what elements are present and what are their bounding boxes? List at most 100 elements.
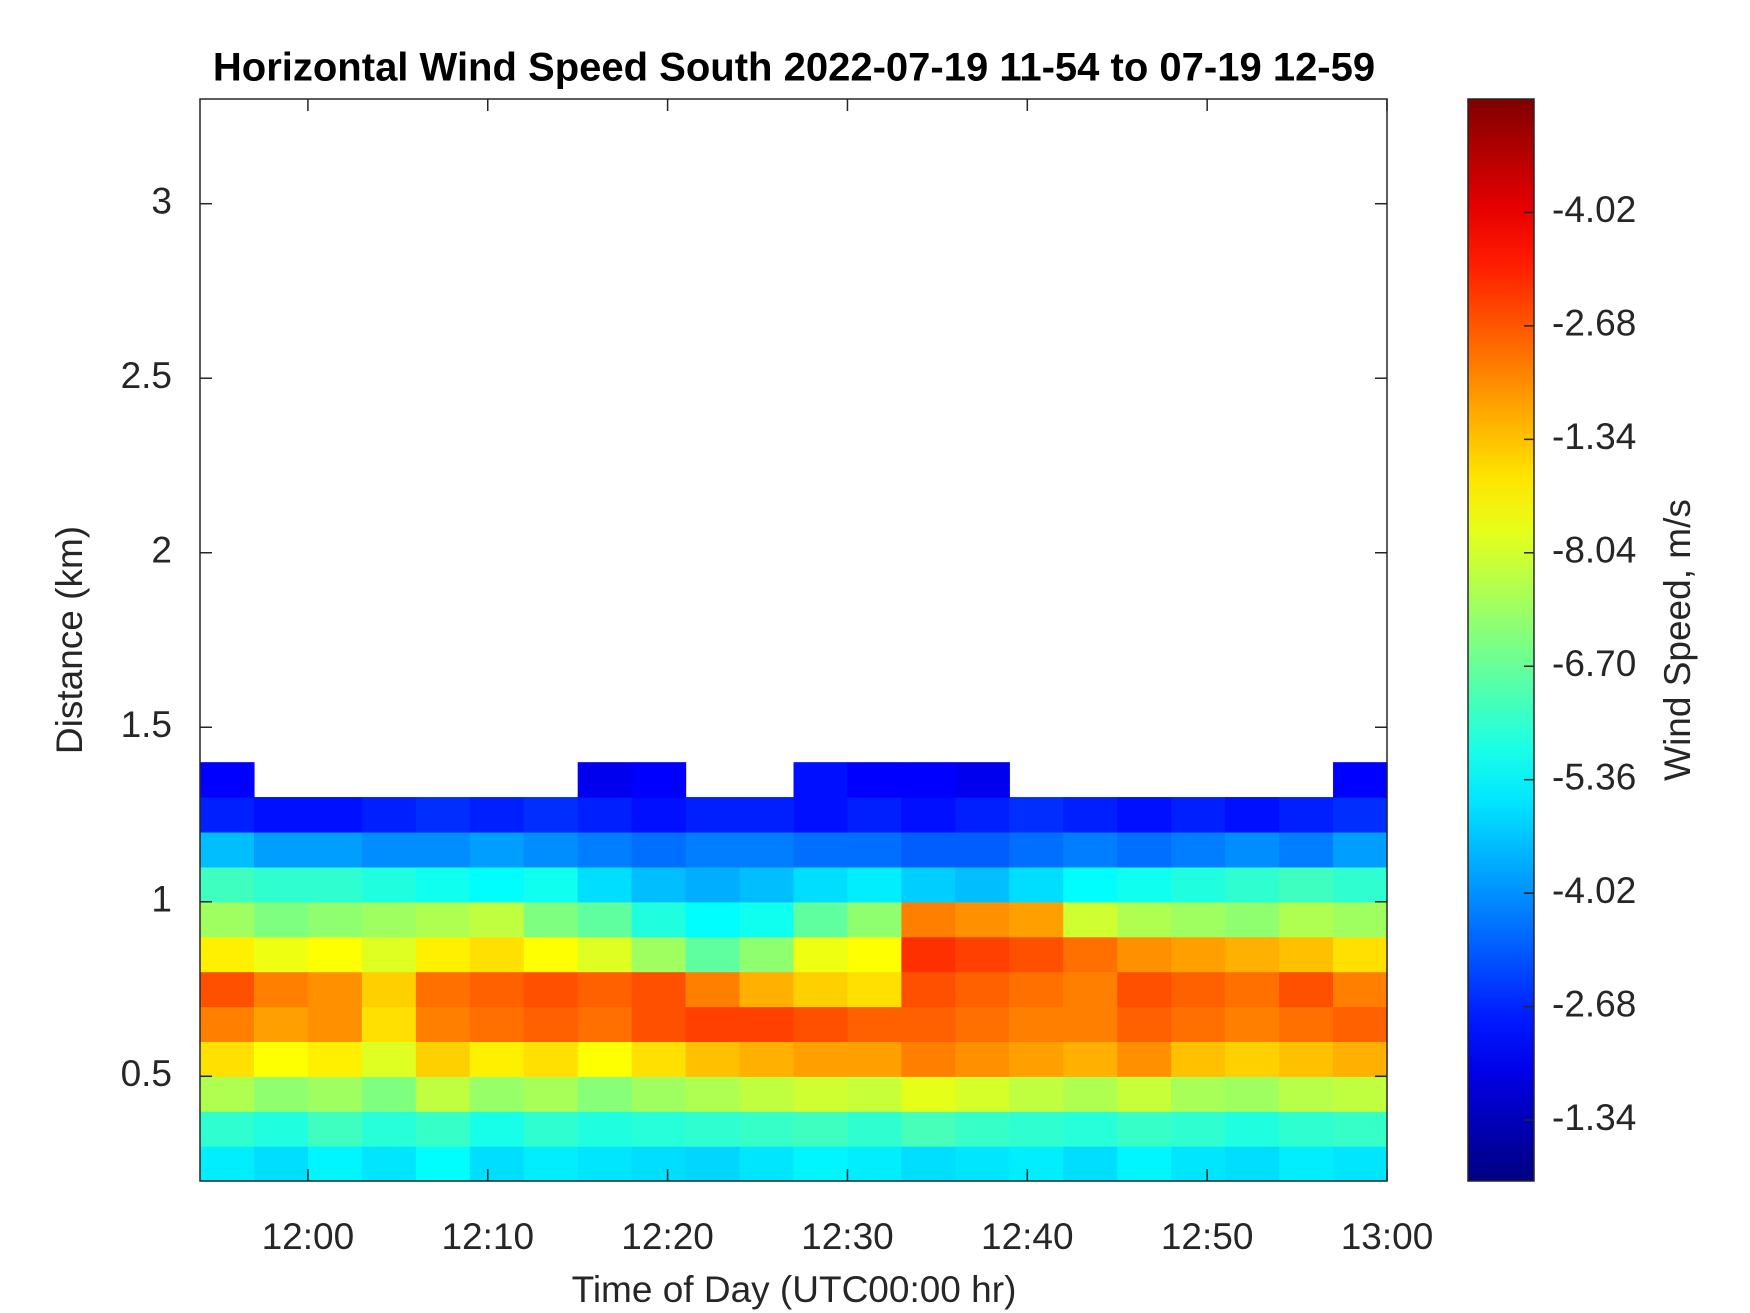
heatmap-cell [847, 1146, 903, 1182]
heatmap-cell [631, 1146, 687, 1182]
heatmap-cell [1225, 1041, 1280, 1077]
x-tick-label: 12:00 [262, 1216, 355, 1257]
heatmap-cell [1063, 971, 1118, 1008]
heatmap-cell [307, 866, 363, 903]
heatmap-cell [847, 1111, 903, 1147]
heatmap-cell [523, 797, 579, 833]
heatmap-cell [361, 1041, 417, 1077]
heatmap-cell [1117, 1076, 1172, 1112]
heatmap-cell [685, 1041, 741, 1077]
heatmap-cell [793, 936, 849, 973]
heatmap-cell [1117, 1146, 1172, 1182]
heatmap-cell [200, 831, 255, 868]
heatmap-cell [793, 762, 849, 798]
heatmap-cell [361, 1076, 417, 1112]
heatmap-cell [200, 1146, 255, 1182]
heatmap-cell [793, 1111, 849, 1147]
heatmap-cell [955, 1111, 1010, 1147]
heatmap-cell [631, 971, 687, 1008]
heatmap-cell [1333, 866, 1388, 903]
heatmap-cell [577, 1146, 633, 1182]
heatmap-cell [415, 797, 471, 833]
colorbar-tick-label: -4.02 [1552, 870, 1636, 911]
heatmap-cell [200, 901, 255, 938]
heatmap-cell [1009, 1076, 1064, 1112]
x-tick-label: 12:10 [441, 1216, 534, 1257]
heatmap-cell [1009, 1111, 1064, 1147]
heatmap-cell [955, 866, 1010, 903]
heatmap-cell [1171, 797, 1226, 833]
heatmap-cell [901, 936, 956, 973]
heatmap-cell [631, 1076, 687, 1112]
heatmap-cell [253, 971, 309, 1008]
heatmap-cell [1171, 1041, 1226, 1077]
heatmap-cell [631, 1111, 687, 1147]
heatmap-cell [1063, 866, 1118, 903]
x-axis-label: Time of Day (UTC00:00 hr) [572, 1269, 1017, 1310]
heatmap-cell [1063, 901, 1118, 938]
y-tick-label: 1 [151, 879, 172, 920]
heatmap-cell [739, 1076, 795, 1112]
x-tick-label: 12:30 [801, 1216, 894, 1257]
colorbar-tick-label: -6.70 [1552, 643, 1636, 684]
heatmap-cell [685, 971, 741, 1008]
heatmap-cell [1225, 901, 1280, 938]
heatmap-cell [577, 762, 633, 798]
heatmap-cell [361, 1146, 417, 1182]
heatmap-cell [523, 1041, 579, 1077]
heatmap-cell [361, 1111, 417, 1147]
heatmap-cell [200, 1111, 255, 1147]
heatmap-cell [1171, 971, 1226, 1008]
heatmap-cell [793, 1041, 849, 1077]
heatmap-cell [793, 1076, 849, 1112]
heatmap-cell [1279, 831, 1334, 868]
heatmap-cell [577, 901, 633, 938]
heatmap-cell [253, 1076, 309, 1112]
heatmap-cell [1333, 797, 1388, 833]
heatmap-cell [253, 1111, 309, 1147]
heatmap-cell [253, 1041, 309, 1077]
heatmap-cell [415, 1041, 471, 1077]
heatmap-cell [955, 1041, 1010, 1077]
heatmap-cell [307, 936, 363, 973]
heatmap-cell [739, 1146, 795, 1182]
heatmap-cell [200, 1006, 255, 1042]
heatmap-cell [469, 936, 525, 973]
heatmap-cell [469, 1076, 525, 1112]
heatmap-cell [739, 936, 795, 973]
heatmap-cell [1009, 1006, 1064, 1042]
heatmap-cell [847, 971, 903, 1008]
heatmap-cell [631, 901, 687, 938]
heatmap-cell [1279, 1076, 1334, 1112]
heatmap-cell [955, 831, 1010, 868]
heatmap-cell [847, 1076, 903, 1112]
heatmap-cell [685, 936, 741, 973]
y-tick-label: 3 [151, 180, 172, 221]
x-tick-label: 12:40 [981, 1216, 1074, 1257]
heatmap-cell [955, 1006, 1010, 1042]
heatmap-cell [739, 1111, 795, 1147]
heatmap-cell [1279, 936, 1334, 973]
heatmap-cell [523, 831, 579, 868]
heatmap-cell [1333, 831, 1388, 868]
heatmap-cell [1063, 1041, 1118, 1077]
heatmap-cell [1333, 1006, 1388, 1042]
heatmap-cell [1279, 797, 1334, 833]
heatmap-cell [901, 866, 956, 903]
heatmap-cell [847, 936, 903, 973]
heatmap-cell [631, 936, 687, 973]
heatmap-cell [1171, 901, 1226, 938]
heatmap-cell [847, 1006, 903, 1042]
heatmap-cell [361, 831, 417, 868]
heatmap-cell [523, 971, 579, 1008]
heatmap-cell [1009, 936, 1064, 973]
heatmap-cell [685, 1006, 741, 1042]
heatmap-cell [739, 866, 795, 903]
heatmap-cell [1117, 1041, 1172, 1077]
heatmap-cell [1117, 831, 1172, 868]
heatmap-cell [955, 971, 1010, 1008]
heatmap-cell [1117, 866, 1172, 903]
heatmap-cell [1117, 971, 1172, 1008]
heatmap-cell [1333, 762, 1388, 798]
